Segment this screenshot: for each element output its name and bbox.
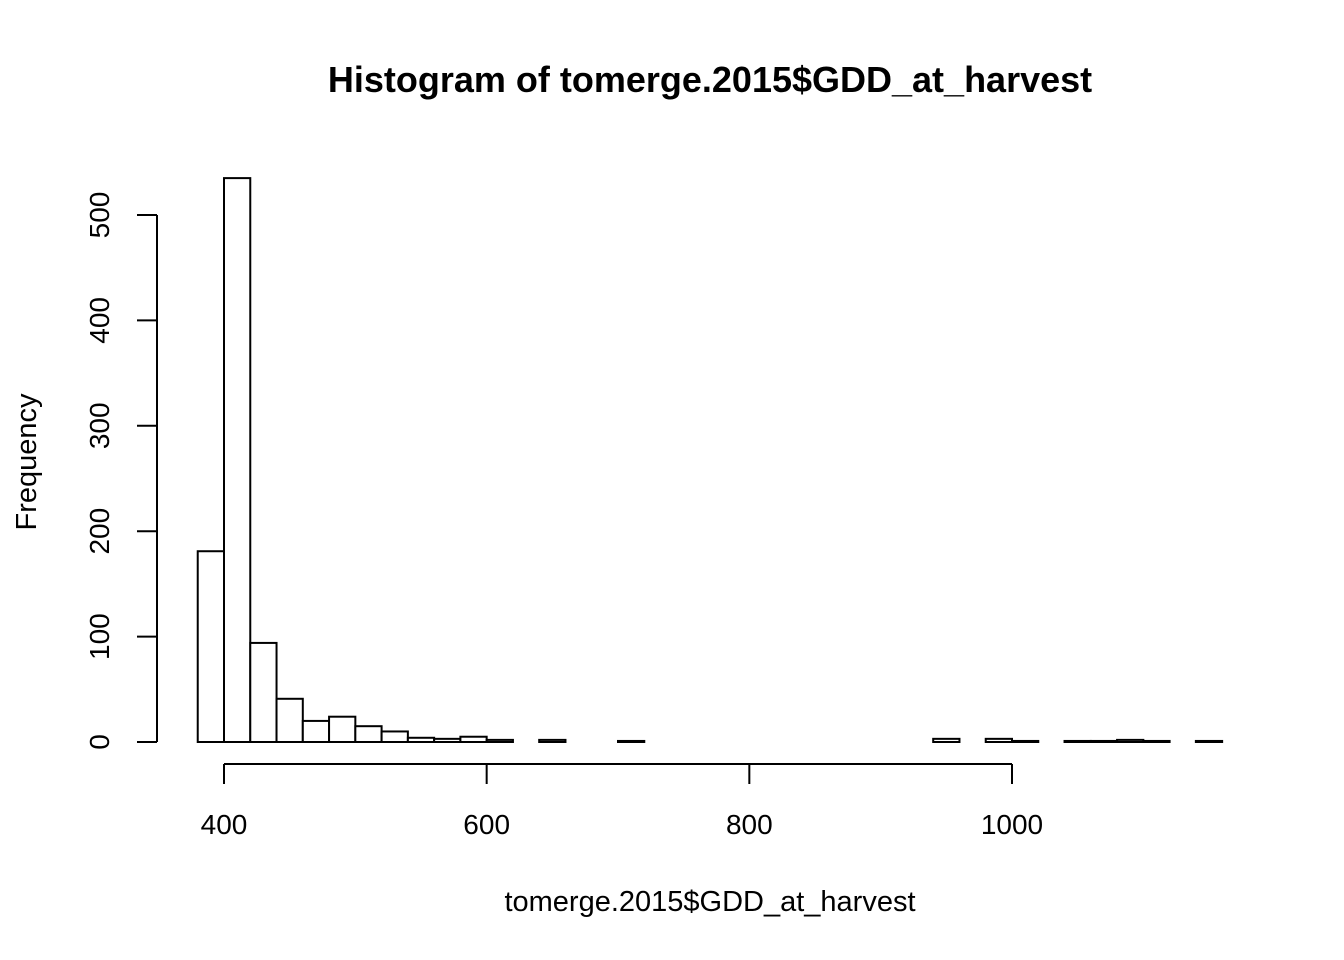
histogram-bar	[984, 737, 1013, 744]
y-tick-label: 400	[84, 297, 115, 344]
histogram-bar	[406, 736, 436, 744]
x-tick-label: 1000	[981, 809, 1043, 840]
histogram-bar	[354, 725, 383, 744]
histogram-bar	[1089, 739, 1119, 744]
histogram-bar	[1011, 739, 1040, 744]
y-tick-label: 500	[84, 192, 115, 239]
histogram-bar	[1142, 739, 1171, 744]
histogram-bar	[1116, 738, 1145, 744]
histogram-bar	[380, 730, 409, 744]
histogram-bar	[459, 735, 488, 743]
histogram-bar	[485, 738, 514, 744]
bars-group	[196, 177, 1224, 744]
histogram-bar	[249, 641, 278, 743]
x-axis: 400 600 800 1000	[201, 763, 1043, 840]
x-tick-label: 800	[726, 809, 773, 840]
histogram-bar	[932, 737, 961, 744]
histogram-bar	[301, 719, 331, 743]
y-tick-label: 100	[84, 613, 115, 660]
histogram-bar	[538, 738, 567, 744]
y-tick-label: 200	[84, 508, 115, 555]
y-tick-label: 300	[84, 402, 115, 449]
y-tick-label: 0	[84, 734, 115, 750]
histogram-bar	[433, 737, 462, 744]
histogram-bar	[275, 697, 304, 743]
histogram-bar	[617, 739, 646, 744]
y-axis: 0 100 200 300 400 500	[84, 192, 158, 750]
histogram-bar	[328, 715, 357, 744]
histogram-bar	[196, 550, 225, 743]
x-tick-label: 600	[463, 809, 510, 840]
histogram-bar	[223, 177, 252, 744]
chart-title: Histogram of tomerge.2015$GDD_at_harvest	[328, 59, 1092, 100]
x-axis-label: tomerge.2015$GDD_at_harvest	[504, 886, 915, 918]
x-tick-label: 400	[201, 809, 248, 840]
histogram-bar	[1194, 739, 1224, 744]
y-axis-label: Frequency	[11, 393, 43, 531]
histogram-bar	[1063, 739, 1092, 744]
